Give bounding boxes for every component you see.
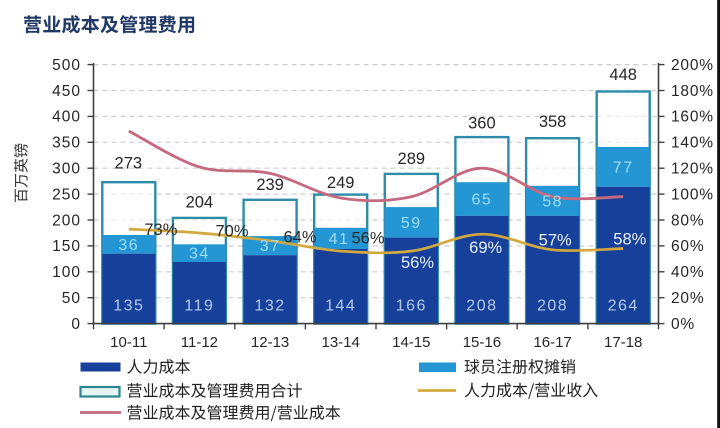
svg-text:60%: 60% xyxy=(671,238,704,255)
svg-text:59: 59 xyxy=(401,215,422,232)
svg-text:65: 65 xyxy=(472,192,493,209)
svg-text:69%: 69% xyxy=(469,239,502,257)
svg-text:15-16: 15-16 xyxy=(463,334,501,351)
svg-text:56%: 56% xyxy=(401,254,434,272)
svg-text:57%: 57% xyxy=(539,231,572,249)
svg-text:119: 119 xyxy=(184,298,214,315)
svg-text:350: 350 xyxy=(52,135,81,152)
svg-text:166: 166 xyxy=(396,298,427,315)
svg-text:64%: 64% xyxy=(283,229,316,247)
svg-text:13-14: 13-14 xyxy=(322,334,360,351)
svg-text:289: 289 xyxy=(398,150,426,168)
svg-text:273: 273 xyxy=(115,154,143,172)
svg-text:12-13: 12-13 xyxy=(251,334,289,351)
svg-text:0: 0 xyxy=(71,316,81,333)
svg-text:37: 37 xyxy=(260,238,281,255)
svg-text:70%: 70% xyxy=(215,223,248,241)
svg-text:16-17: 16-17 xyxy=(533,334,571,351)
svg-text:120%: 120% xyxy=(671,161,714,178)
svg-text:77: 77 xyxy=(613,159,634,176)
svg-text:200: 200 xyxy=(52,212,81,229)
svg-text:300: 300 xyxy=(52,161,81,178)
svg-text:450: 450 xyxy=(52,83,81,100)
svg-text:132: 132 xyxy=(254,298,285,315)
svg-text:204: 204 xyxy=(186,194,214,212)
svg-text:180%: 180% xyxy=(671,83,714,100)
svg-text:160%: 160% xyxy=(671,109,714,126)
svg-text:36: 36 xyxy=(118,237,139,254)
svg-text:20%: 20% xyxy=(671,290,704,307)
svg-text:150: 150 xyxy=(52,238,81,255)
svg-text:208: 208 xyxy=(466,298,497,315)
svg-text:500: 500 xyxy=(52,57,81,74)
svg-text:73%: 73% xyxy=(144,221,177,239)
svg-text:135: 135 xyxy=(113,298,144,315)
svg-text:250: 250 xyxy=(52,186,81,203)
svg-text:58: 58 xyxy=(542,193,563,210)
svg-text:50: 50 xyxy=(62,290,81,307)
svg-text:10-11: 10-11 xyxy=(110,334,147,351)
svg-text:0%: 0% xyxy=(671,316,695,333)
svg-text:56%: 56% xyxy=(351,230,384,248)
svg-text:144: 144 xyxy=(325,298,356,315)
svg-text:360: 360 xyxy=(468,114,496,132)
svg-text:17-18: 17-18 xyxy=(604,334,642,351)
svg-text:80%: 80% xyxy=(671,212,704,229)
svg-text:358: 358 xyxy=(539,113,567,131)
svg-text:14-15: 14-15 xyxy=(392,334,430,351)
svg-text:249: 249 xyxy=(327,174,355,192)
svg-text:264: 264 xyxy=(608,298,639,315)
svg-text:40%: 40% xyxy=(671,264,704,281)
svg-text:448: 448 xyxy=(609,66,637,84)
svg-text:58%: 58% xyxy=(613,230,646,248)
svg-text:34: 34 xyxy=(189,246,210,263)
svg-text:208: 208 xyxy=(537,298,568,315)
svg-text:11-12: 11-12 xyxy=(181,334,218,351)
svg-text:100%: 100% xyxy=(671,186,714,203)
svg-text:41: 41 xyxy=(329,231,350,248)
svg-text:239: 239 xyxy=(256,176,284,194)
svg-text:200%: 200% xyxy=(671,57,714,74)
svg-text:140%: 140% xyxy=(671,135,714,152)
svg-text:400: 400 xyxy=(52,109,81,126)
svg-text:100: 100 xyxy=(52,264,81,281)
